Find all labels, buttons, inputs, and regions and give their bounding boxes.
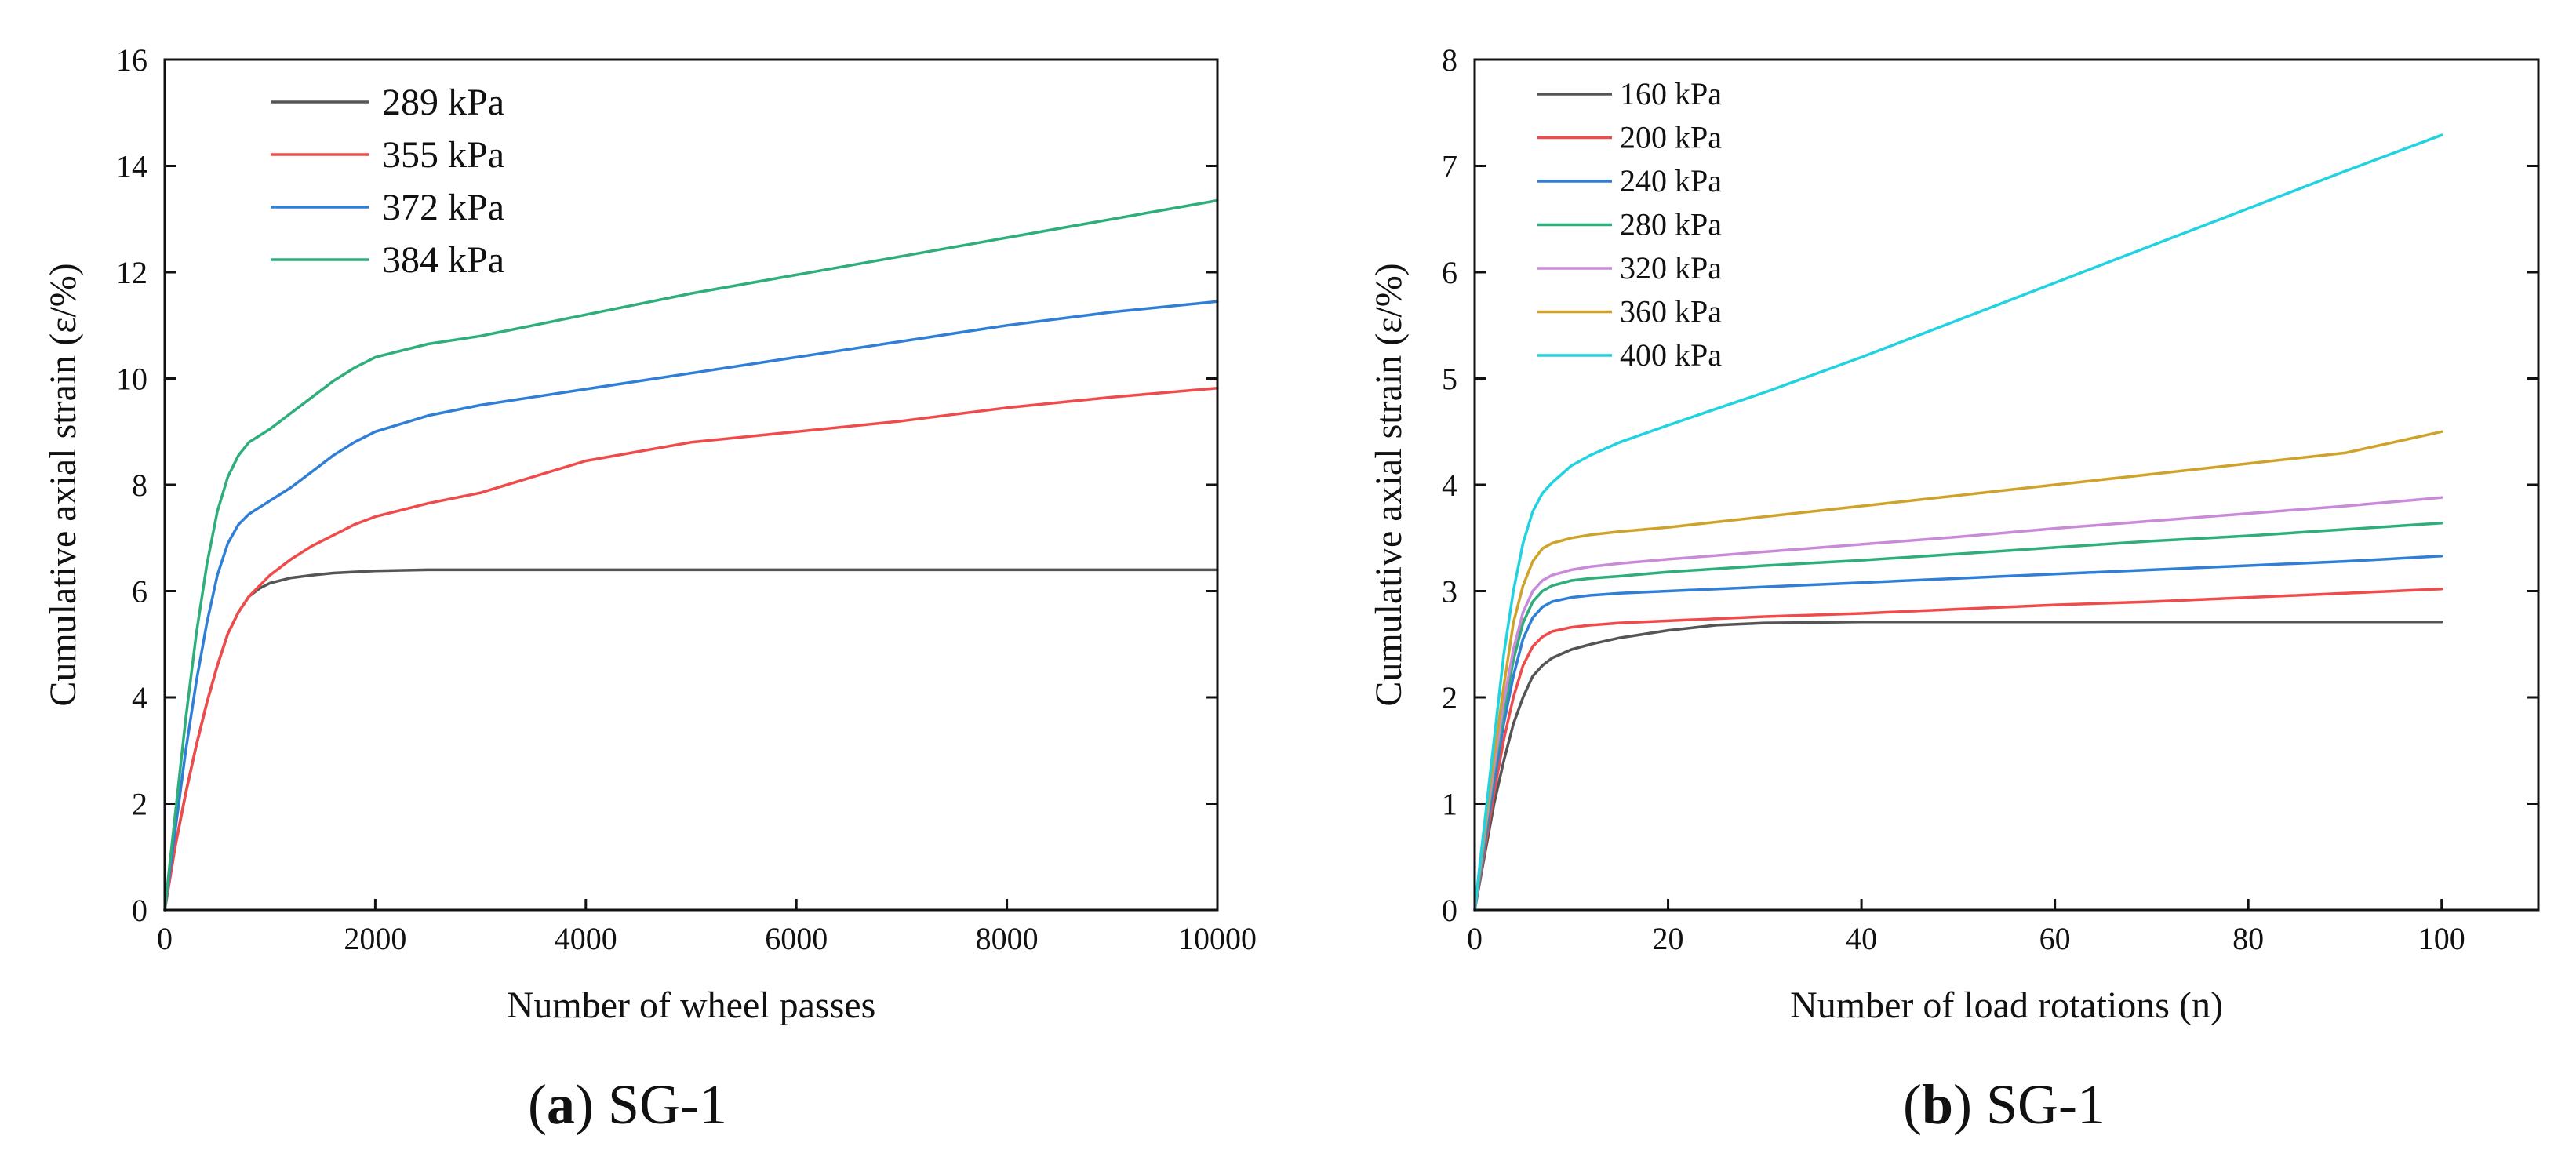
panel-b-legend: 160 kPa 200 kPa 240 kPa 280 kPa 320 kPa 360 k…	[1537, 76, 1722, 373]
panel-b-legend-label: 240 kPa	[1620, 163, 1722, 198]
panel-a-y-tick-label: 8	[132, 468, 147, 503]
panel-a-legend-label: 355 kPa	[382, 134, 504, 176]
panel-b-legend-label: 400 kPa	[1620, 337, 1722, 373]
panel-b-legend-label: 320 kPa	[1620, 250, 1722, 286]
panel-b-x-tick-label: 60	[2039, 921, 2071, 956]
panel-b-series-line-400-kpa	[1473, 133, 2443, 912]
panel-a-legend: 289 kPa 355 kPa 372 kPa 384 kPa	[271, 82, 504, 281]
panel-a-series-line-372-kpa	[163, 300, 1219, 912]
panel-a-series-line-384-kpa	[163, 198, 1219, 912]
panel-a-caption-open: (	[528, 1073, 547, 1136]
panel-a-caption-close: )	[575, 1073, 608, 1136]
panel-b-caption-close: )	[1953, 1073, 1986, 1136]
panel-a-x-tick-label: 2000	[344, 921, 406, 956]
panel-a-legend-label: 384 kPa	[382, 239, 504, 281]
panel-b-series-line-360-kpa	[1473, 430, 2443, 912]
panel-a-y-tick-label: 12	[116, 255, 147, 290]
panel-a-caption: (a) SG-1	[528, 1073, 727, 1136]
panel-a-series-line-355-kpa	[163, 386, 1219, 912]
panel-b-legend-label: 280 kPa	[1620, 207, 1722, 242]
panel-b-y-tick-label: 6	[1442, 255, 1457, 290]
panel-b-y-tick-label: 2	[1442, 680, 1457, 715]
panel-b-y-tick-label: 4	[1442, 468, 1457, 503]
panel-b-y-axis-title: Cumulative axial strain (ε/%)	[1368, 263, 1410, 706]
panel-a-legend-label: 372 kPa	[382, 187, 504, 228]
panel-a-caption-letter: a	[547, 1073, 575, 1136]
panel-b-x-tick-label: 40	[1846, 921, 1877, 956]
panel-b-legend-label: 160 kPa	[1620, 76, 1722, 111]
panel-b-series-line-280-kpa	[1473, 522, 2443, 912]
panel-b-x-tick-label: 100	[2418, 921, 2465, 956]
panel-a-y-tick-label: 4	[132, 680, 147, 715]
panel-b-x-tick-label: 80	[2232, 921, 2264, 956]
panel-b-x-tick-label: 0	[1467, 921, 1483, 956]
panel-b-ticks: 0 20 40 60 80 100 0 1 2 3 4 5 6 7 8	[1442, 42, 2538, 956]
panel-a-y-tick-label: 2	[132, 787, 147, 822]
panel-b-series-line-160-kpa	[1473, 621, 2443, 912]
panel-a-y-tick-label: 16	[116, 42, 147, 78]
panel-b-y-tick-label: 1	[1442, 787, 1457, 822]
panel-a-x-tick-label: 4000	[555, 921, 617, 956]
panel-a-series-line-289-kpa	[163, 568, 1219, 912]
panel-a-legend-label: 289 kPa	[382, 82, 504, 123]
panel-b-legend-label: 200 kPa	[1620, 120, 1722, 155]
panel-b-caption-letter: b	[1922, 1073, 1953, 1136]
panel-b-series-line-240-kpa	[1473, 555, 2443, 912]
panel-b-caption: (b) SG-1	[1903, 1073, 2105, 1136]
panel-b-x-axis-title: Number of load rotations (n)	[1790, 984, 2223, 1026]
panel-a-y-axis-title: Cumulative axial strain (ε/%)	[42, 263, 84, 706]
panel-a-x-tick-label: 8000	[976, 921, 1039, 956]
panel-a-caption-name: SG-1	[608, 1073, 727, 1136]
panel-b-y-tick-label: 0	[1442, 893, 1457, 928]
panel-b-y-tick-label: 3	[1442, 574, 1457, 610]
panel-b-y-tick-label: 7	[1442, 149, 1457, 184]
panel-b-series-line-200-kpa	[1473, 588, 2443, 912]
panel-b-caption-name: SG-1	[1986, 1073, 2105, 1136]
panel-a-y-tick-label: 10	[116, 362, 147, 397]
panel-a-y-tick-label: 6	[132, 574, 147, 610]
panel-a-y-tick-label: 14	[116, 149, 147, 184]
panel-b-chart: 0 20 40 60 80 100 0 1 2 3 4 5 6 7 8 160 kPa 200 kPa 240 …	[1368, 42, 2540, 1136]
panel-b-caption-open: (	[1903, 1073, 1922, 1136]
panel-b-plot-frame	[1473, 58, 2540, 912]
panel-a-series	[163, 198, 1219, 912]
panel-a-x-axis-title: Number of wheel passes	[507, 984, 876, 1026]
panel-a-y-tick-label: 0	[132, 893, 147, 928]
panel-a-x-tick-label: 0	[157, 921, 173, 956]
panel-b-x-tick-label: 20	[1653, 921, 1684, 956]
panel-b-y-tick-label: 5	[1442, 362, 1457, 397]
panel-a-x-tick-label: 6000	[765, 921, 828, 956]
panel-b-series-line-320-kpa	[1473, 496, 2443, 912]
panel-a-plot-frame	[163, 58, 1219, 912]
panel-a-ticks: 0 2000 4000 6000 8000 10000 0 2 4 6 8 10 12 14 16	[116, 42, 1257, 956]
panel-b-legend-label: 360 kPa	[1620, 294, 1722, 329]
panel-b-series	[1473, 133, 2443, 912]
panel-a-chart: 0 2000 4000 6000 8000 10000 0 2 4 6 8 10 12 14 16 289 …	[42, 42, 1257, 1136]
panel-b-y-tick-label: 8	[1442, 42, 1457, 78]
panel-a-x-tick-label: 10000	[1178, 921, 1257, 956]
